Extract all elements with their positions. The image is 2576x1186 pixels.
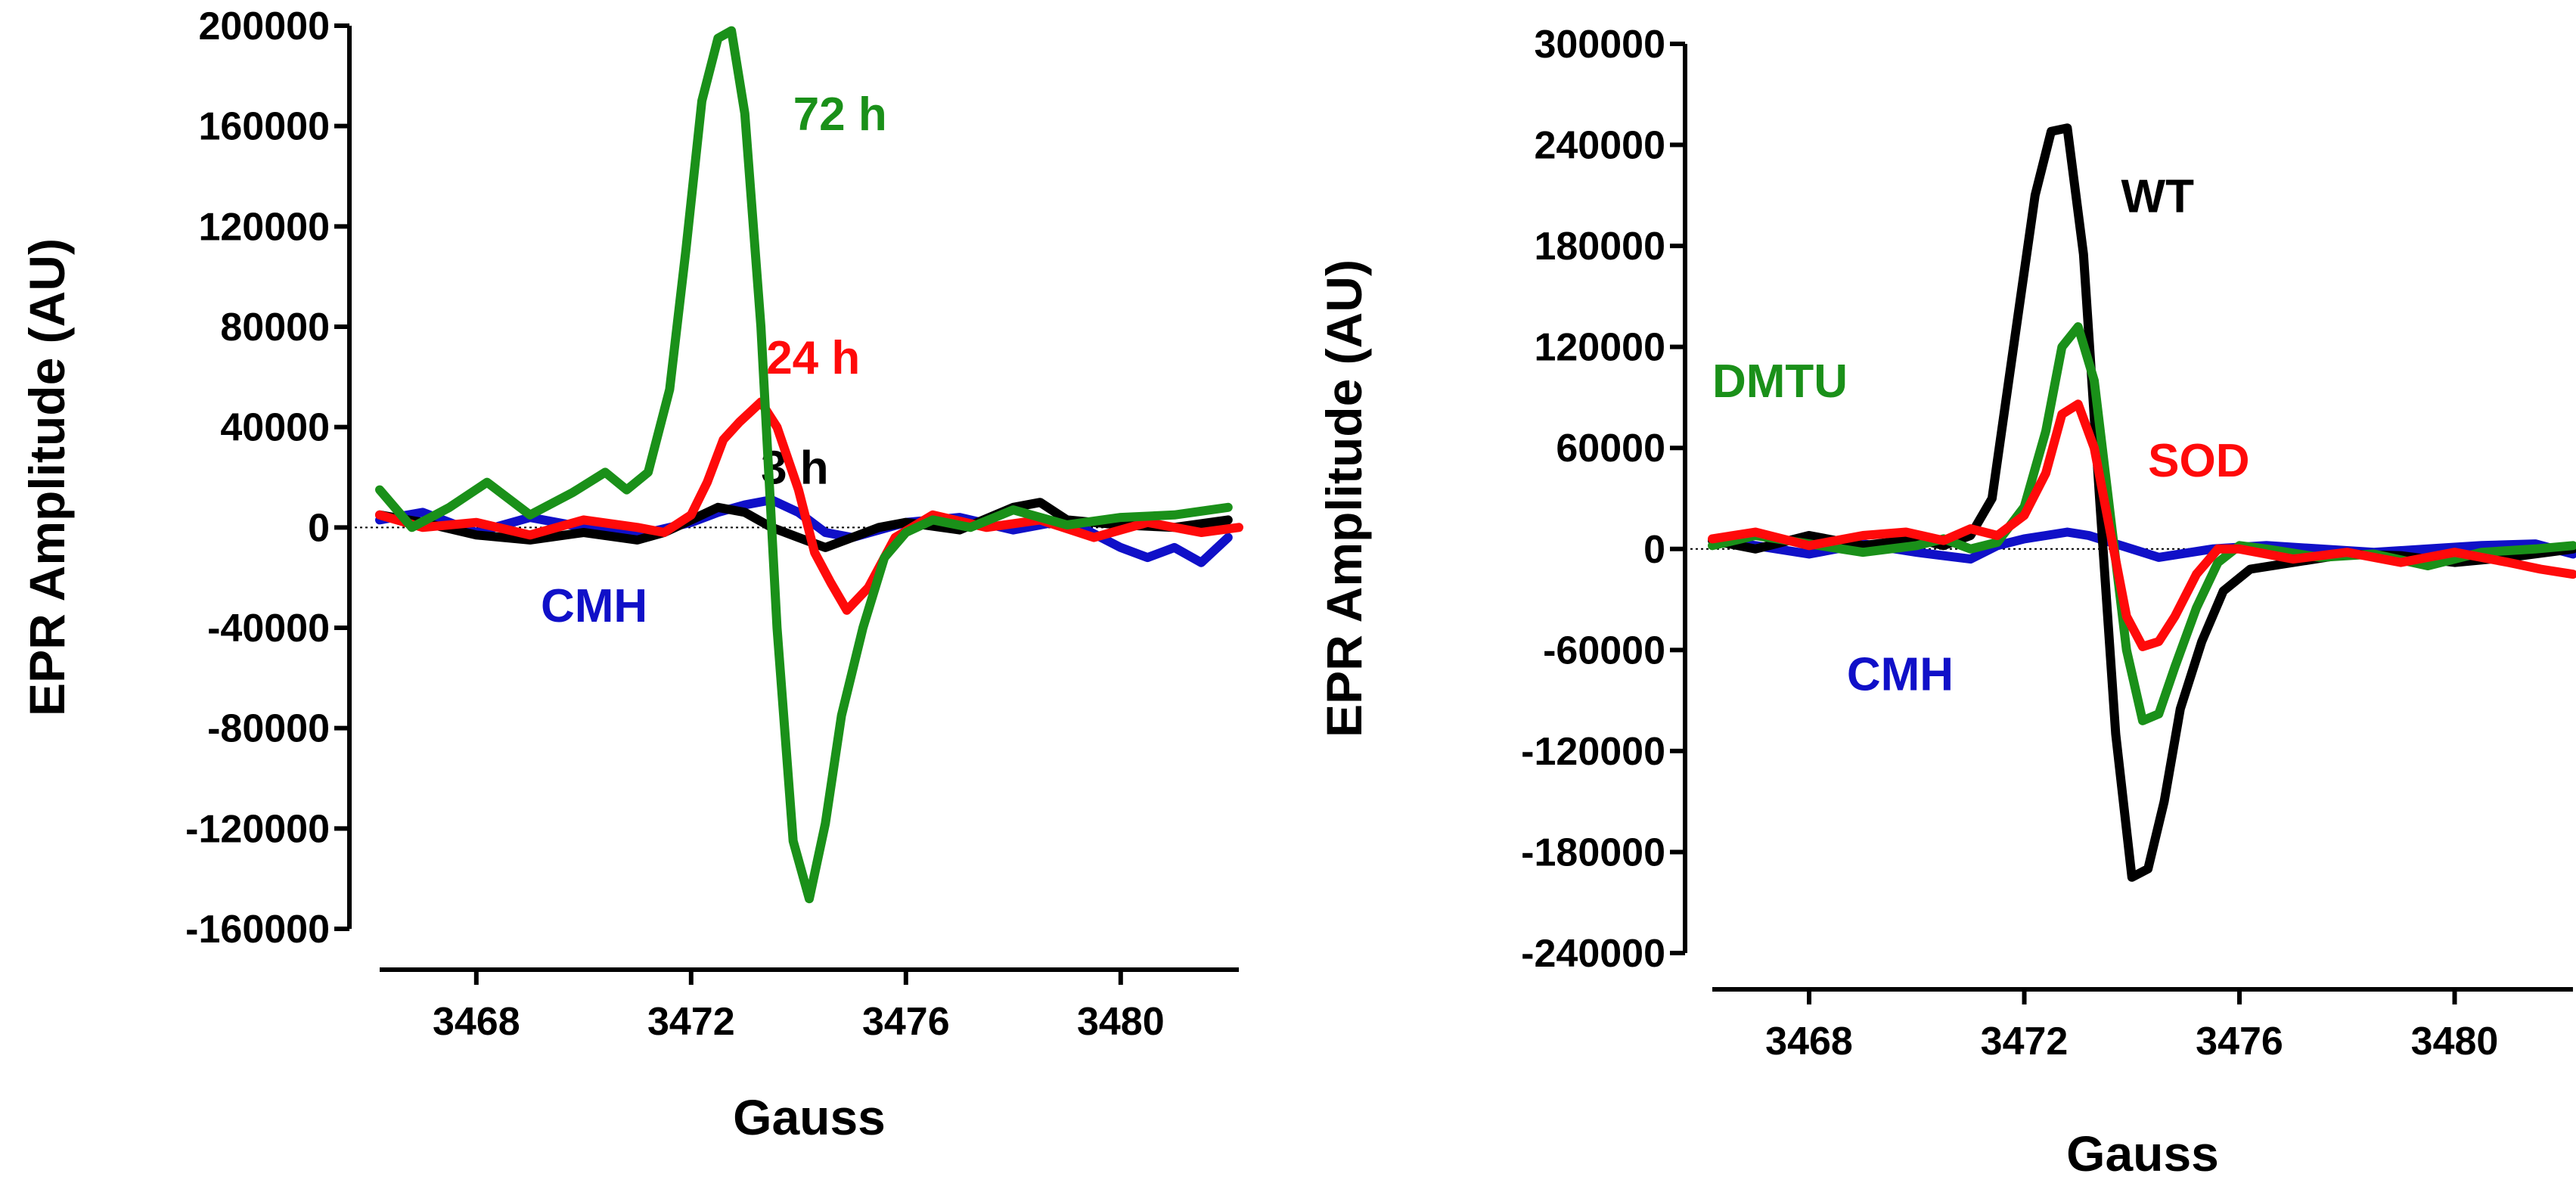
y-tick-label: 40000: [220, 406, 330, 450]
series-line-wt: [1708, 123, 2576, 882]
y-tick-label: 200000: [198, 5, 330, 48]
chart-panel-1: 200000 160000 120000 80000 40000 0 -40000 -8000…: [19, 5, 1243, 1145]
series-label: SOD: [2148, 435, 2249, 487]
x-axis-title: Gauss: [2066, 1125, 2219, 1181]
series-line-24-h: [375, 397, 1243, 615]
y-tick-label: -60000: [1543, 629, 1665, 672]
y-tick-label: 180000: [1534, 225, 1665, 269]
series-line-72-h: [375, 26, 1233, 904]
series-label: 24 h: [766, 332, 860, 384]
chart-panel-2: 300000 240000 180000 120000 60000 0 -60000 -120…: [1316, 23, 2576, 1181]
y-tick-label: 80000: [220, 306, 330, 349]
series-label: WT: [2121, 170, 2195, 222]
y-tick-label: 300000: [1534, 23, 1665, 67]
y-tick-label: 160000: [198, 105, 330, 149]
x-tick-label: 3480: [2411, 1020, 2499, 1063]
series-label: CMH: [1847, 648, 1954, 700]
y-tick-label: 60000: [1556, 427, 1665, 470]
y-axis-title: EPR Amplitude (AU): [1316, 259, 1372, 737]
y-tick-label: 120000: [198, 205, 330, 249]
x-tick-label: 3476: [862, 1000, 950, 1044]
x-tick-label: 3476: [2196, 1020, 2283, 1063]
y-tick-label: -240000: [1521, 932, 1665, 976]
y-tick-label: 0: [308, 506, 330, 550]
y-tick-label: -80000: [207, 707, 330, 751]
series-label: CMH: [541, 580, 647, 632]
series-label: 72 h: [793, 88, 887, 141]
y-tick-label: -120000: [1521, 730, 1665, 774]
x-tick-label: 3480: [1077, 1000, 1165, 1044]
x-tick-label: 3472: [1981, 1020, 2069, 1063]
y-tick-label: 240000: [1534, 124, 1665, 168]
series-line-cmh: [375, 495, 1233, 567]
series-line-sod: [1708, 399, 2576, 651]
y-tick-label: -120000: [185, 807, 330, 851]
series-line-3-h: [375, 498, 1233, 552]
y-axis-title: EPR Amplitude (AU): [19, 238, 75, 716]
x-axis-title: Gauss: [733, 1089, 886, 1145]
y-tick-label: -180000: [1521, 831, 1665, 874]
y-tick-label: -160000: [185, 908, 330, 952]
x-tick-label: 3468: [1765, 1020, 1853, 1063]
series-label: DMTU: [1712, 355, 1848, 408]
x-tick-label: 3468: [433, 1000, 520, 1044]
x-tick-label: 3472: [647, 1000, 735, 1044]
y-tick-label: 120000: [1534, 326, 1665, 370]
y-tick-label: -40000: [207, 607, 330, 650]
y-tick-label: 0: [1643, 528, 1665, 572]
